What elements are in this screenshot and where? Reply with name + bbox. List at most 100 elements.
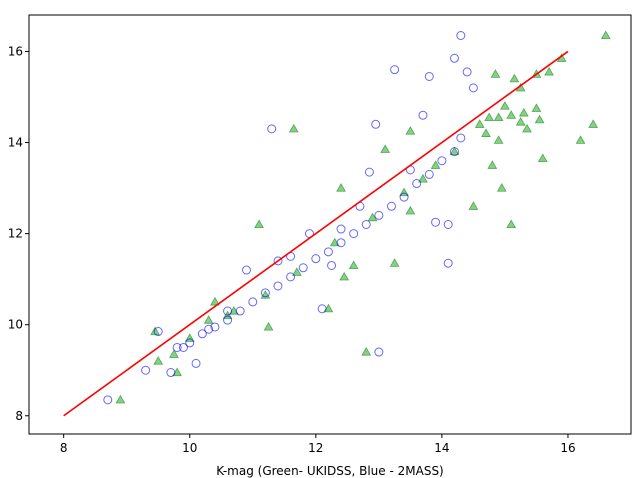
triangle-marker — [506, 110, 517, 119]
triangle-marker — [575, 135, 586, 144]
triangle-marker — [263, 321, 274, 331]
x-axis-label: K-mag (Green- UKIDSS, Blue - 2MASS) — [216, 464, 444, 478]
circle-marker — [443, 220, 453, 229]
circle-marker — [103, 395, 113, 405]
triangle-marker — [449, 146, 460, 156]
circle-marker — [327, 260, 337, 270]
circle-marker — [260, 288, 270, 298]
reference-line-layer — [63, 50, 569, 417]
triangle-marker — [468, 201, 479, 210]
triangle-marker — [515, 117, 526, 126]
triangle-marker — [405, 205, 416, 215]
circle-marker — [361, 220, 371, 229]
triangle-marker — [487, 160, 498, 169]
triangle-marker — [418, 173, 428, 183]
circle-marker — [449, 147, 459, 157]
triangle-marker — [509, 73, 520, 83]
circle-marker — [390, 65, 400, 75]
circle-marker — [204, 324, 214, 334]
triangle-marker — [389, 258, 400, 267]
circle-marker — [336, 238, 346, 248]
x-axis: 8 10 12 14 16 — [60, 434, 576, 455]
circle-marker — [241, 265, 251, 275]
triangle-marker — [588, 119, 599, 128]
triangle-marker — [430, 160, 441, 169]
circle-marker — [273, 256, 283, 266]
circle-marker — [364, 167, 374, 177]
circle-marker — [412, 179, 422, 189]
circle-marker — [437, 156, 447, 166]
y-tick-label: 10 — [8, 318, 23, 332]
triangle-marker — [534, 114, 545, 124]
one-to-one-line — [63, 50, 569, 417]
circle-marker — [185, 338, 195, 348]
circle-marker — [371, 119, 381, 129]
triangle-marker — [292, 267, 302, 276]
triangle-marker — [493, 112, 504, 122]
circle-marker — [418, 110, 428, 120]
circle-marker — [235, 306, 245, 316]
x-tick-label: 16 — [560, 441, 575, 455]
plot-frame — [28, 14, 632, 435]
triangle-marker — [288, 123, 299, 133]
circle-marker — [248, 297, 258, 307]
x-tick-label: 14 — [434, 441, 449, 455]
circle-marker — [443, 258, 453, 268]
triangle-marker — [484, 112, 495, 122]
circle-marker — [298, 263, 308, 273]
y-tick-label: 16 — [8, 44, 23, 58]
circle-marker — [374, 347, 384, 357]
circle-marker — [456, 133, 466, 143]
triangle-marker — [336, 183, 346, 192]
circle-marker — [166, 368, 176, 378]
circle-marker — [267, 124, 277, 134]
circle-marker — [374, 210, 384, 220]
triangle-marker — [115, 394, 126, 404]
triangle-marker — [153, 356, 164, 365]
triangle-marker — [203, 315, 214, 324]
circle-marker — [191, 358, 201, 368]
circle-marker — [223, 315, 233, 325]
triangle-marker — [537, 153, 548, 163]
triangle-marker — [474, 119, 485, 128]
x-tick-label: 8 — [60, 441, 68, 455]
circle-marker — [431, 217, 441, 227]
circle-marker — [286, 272, 296, 282]
circle-marker — [141, 365, 151, 375]
triangle-marker — [210, 296, 220, 306]
circle-marker — [399, 192, 409, 202]
circle-marker — [462, 67, 472, 77]
circle-marker — [178, 342, 188, 352]
triangle-marker — [531, 103, 542, 112]
y-tick-label: 8 — [15, 409, 23, 423]
triangle-marker — [361, 347, 372, 356]
circle-marker — [349, 229, 359, 239]
circle-marker — [273, 281, 283, 291]
points-layer — [103, 30, 611, 405]
triangle-marker — [380, 144, 391, 153]
circle-marker — [424, 169, 434, 179]
triangle-marker — [405, 126, 416, 135]
triangle-marker — [367, 212, 378, 222]
circle-marker — [153, 327, 163, 337]
x-tick-label: 12 — [308, 441, 323, 455]
circle-marker — [323, 247, 333, 257]
triangle-marker — [518, 107, 529, 117]
circle-marker — [336, 224, 346, 234]
triangle-marker — [600, 30, 611, 40]
circle-marker — [456, 30, 466, 40]
triangle-marker — [254, 219, 264, 229]
x-tick-label: 10 — [182, 441, 197, 455]
circle-marker — [172, 342, 182, 352]
circle-marker — [468, 83, 478, 93]
triangle-marker — [481, 128, 491, 137]
circle-marker — [317, 304, 327, 314]
circle-marker — [223, 306, 233, 316]
circle-marker — [449, 53, 459, 63]
triangle-marker — [339, 271, 350, 281]
triangle-marker — [169, 349, 179, 358]
y-axis: 8 10 12 14 16 — [8, 44, 29, 423]
triangle-marker — [348, 260, 359, 270]
triangle-marker — [496, 183, 507, 192]
